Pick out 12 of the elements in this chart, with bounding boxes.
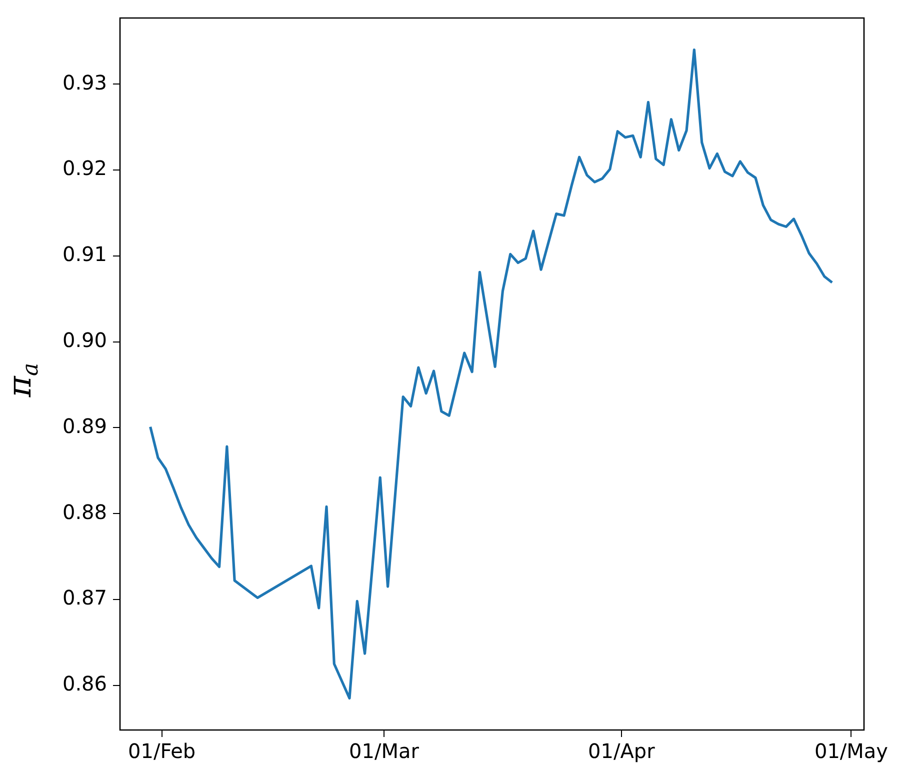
y-tick-label: 0.89 (62, 414, 107, 438)
x-tick-label: 01/Apr (588, 739, 656, 764)
y-tick-label: 0.87 (62, 586, 107, 610)
x-tick-label: 01/Feb (128, 739, 196, 764)
y-tick-label: 0.92 (62, 156, 107, 180)
y-tick-label: 0.88 (62, 500, 107, 524)
x-tick-label: 01/May (814, 739, 888, 764)
y-tick-label: 0.90 (62, 328, 107, 352)
y-tick-label: 0.86 (62, 672, 107, 696)
x-tick-label: 01/Mar (349, 739, 420, 764)
y-tick-label: 0.93 (62, 70, 107, 94)
y-tick-label: 0.91 (62, 242, 107, 266)
